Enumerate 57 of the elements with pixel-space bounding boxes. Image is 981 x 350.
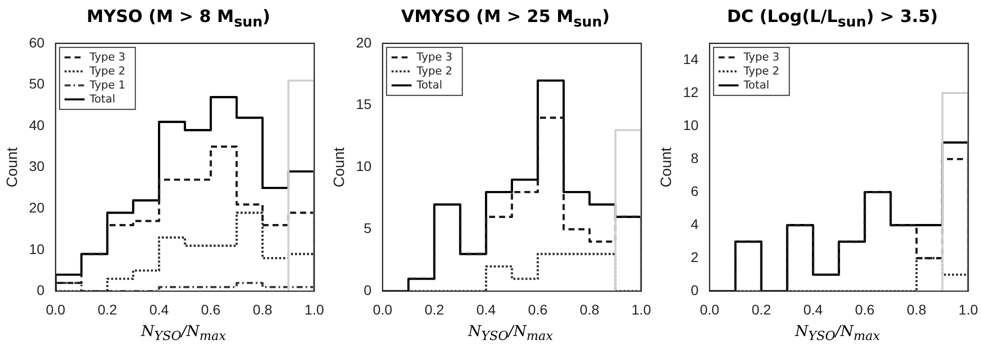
y-axis-title: Count [658,146,676,188]
x-tick-label: 0.2 [98,301,118,318]
x-tick-label: 0.6 [528,301,548,318]
y-axis-title: Count [331,146,348,188]
x-tick-label: 1.0 [958,301,978,318]
legend-label: Total [88,92,116,106]
x-axis-title: N$_{YSO}$/N$_{max}$ [466,322,554,343]
y-tick-label: 10 [28,240,45,257]
chart-title: DC (Log(L/L$_{sun}$) > 3.5) [726,6,939,32]
chart-title: MYSO (M > 8 M$_{sun}$) [86,6,272,32]
y-tick-label: 0 [36,282,45,298]
legend-label: Type 2 [88,64,126,78]
x-tick-label: 0.6 [855,301,875,318]
legend-label: Type 3 [88,50,126,64]
y-tick-label: 15 [356,96,372,112]
x-axis-title: N$_{YSO}$/N$_{max}$ [140,322,227,343]
y-tick-label: 20 [356,34,372,50]
legend-label: Type 3 [416,50,452,64]
legend-label: Type 2 [416,64,452,78]
x-tick-label: 0.4 [149,301,169,318]
y-tick-label: 0 [690,282,699,298]
x-tick-label: 0.0 [700,301,720,318]
x-tick-label: 0.4 [476,301,496,318]
y-tick-label: 60 [28,34,45,50]
legend-label: Total [416,78,442,92]
y-tick-label: 14 [682,50,699,67]
x-tick-label: 0.0 [46,301,66,318]
x-tick-label: 0.2 [424,301,444,318]
y-tick-label: 40 [28,116,45,133]
x-tick-label: 0.8 [252,301,272,318]
y-tick-label: 5 [364,220,372,236]
y-tick-label: 12 [682,84,699,100]
y-tick-label: 10 [682,116,699,133]
chart-title: VMYSO (M > 25 M$_{sun}$) [400,6,611,32]
legend-label: Type 1 [88,78,126,92]
x-tick-label: 0.8 [580,301,600,318]
y-tick-label: 8 [690,150,699,166]
y-tick-label: 50 [28,76,45,92]
x-tick-label: 0.2 [752,301,772,318]
y-tick-label: 2 [690,249,699,266]
x-tick-label: 1.0 [304,301,324,318]
legend-label: Type 3 [742,50,780,64]
y-tick-label: 0 [364,282,372,298]
x-tick-label: 0.8 [906,301,926,318]
x-tick-label: 0.4 [803,301,823,318]
legend-label: Total [742,78,770,92]
y-tick-label: 20 [28,199,45,216]
y-tick-label: 6 [690,182,699,199]
y-axis-title: Count [4,146,22,188]
y-tick-label: 30 [28,158,45,174]
y-tick-label: 10 [356,158,372,174]
x-axis-title: N$_{YSO}$/N$_{max}$ [794,322,881,343]
x-tick-label: 0.6 [201,301,221,318]
y-tick-label: 4 [690,216,699,232]
x-tick-label: 1.0 [632,301,652,318]
x-tick-label: 0.0 [372,301,393,318]
legend-label: Type 2 [742,64,780,78]
